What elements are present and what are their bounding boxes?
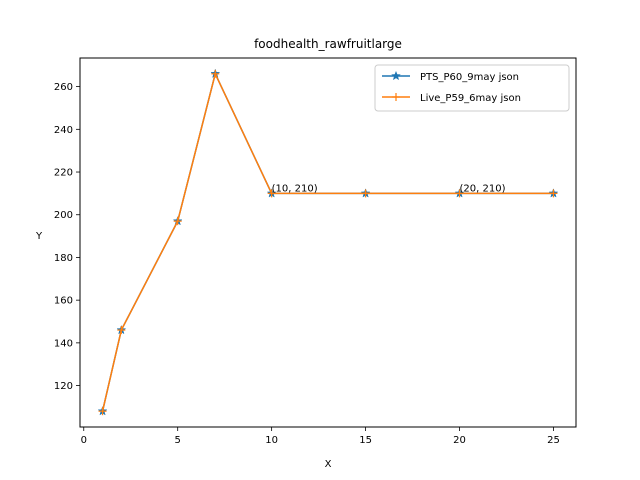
- chart-title: foodhealth_rawfruitlarge: [254, 37, 402, 51]
- data-point: [267, 189, 276, 198]
- legend-label: PTS_P60_9may json: [420, 72, 519, 83]
- annotations: (10, 210) (20, 210): [272, 183, 506, 194]
- data-point: [173, 217, 182, 226]
- data-point: [549, 189, 558, 198]
- x-tick-label: 5: [175, 435, 181, 446]
- x-axis-label: X: [325, 459, 332, 470]
- y-tick-label: 120: [54, 381, 73, 392]
- plot-frame: [79, 57, 577, 428]
- data-point: [455, 189, 464, 198]
- y-tick-label: 140: [54, 338, 73, 349]
- x-tick-label: 0: [81, 435, 87, 446]
- y-tick-label: 200: [54, 210, 73, 221]
- data-point: [361, 189, 370, 198]
- legend-item: Live_P59_6may json: [382, 93, 521, 104]
- series-line: [101, 73, 554, 412]
- annotation-label: (20, 210): [460, 183, 506, 194]
- legend-item: PTS_P60_9may json: [382, 70, 519, 83]
- series-layer: [97, 68, 559, 416]
- data-point: [98, 407, 107, 416]
- legend-marker: [392, 93, 400, 101]
- y-tick-label: 220: [54, 168, 73, 179]
- annotation-label: (10, 210): [272, 183, 318, 194]
- y-tick-label: 240: [54, 125, 73, 136]
- data-point: [211, 69, 220, 78]
- data-point: [117, 326, 126, 335]
- legend-label: Live_P59_6may json: [420, 93, 521, 104]
- y-axis-label: Y: [35, 231, 43, 242]
- legend-box: [374, 64, 570, 112]
- y-tick-label: 160: [54, 296, 73, 307]
- x-tick-label: 10: [265, 435, 278, 446]
- series-2: [98, 69, 558, 416]
- x-tick-label: 25: [547, 435, 560, 446]
- x-tick-label: 20: [453, 435, 466, 446]
- legend: PTS_P60_9may json Live_P59_6may json: [374, 64, 570, 112]
- legend-marker: [391, 70, 401, 81]
- y-tick-label: 260: [54, 82, 73, 93]
- axis-ticks: 0 5 10 15 20 25 120 140 160 180 200 220 240 260: [54, 82, 560, 446]
- y-tick-label: 180: [54, 253, 73, 264]
- plot-area: [80, 58, 576, 427]
- x-tick-label: 15: [359, 435, 372, 446]
